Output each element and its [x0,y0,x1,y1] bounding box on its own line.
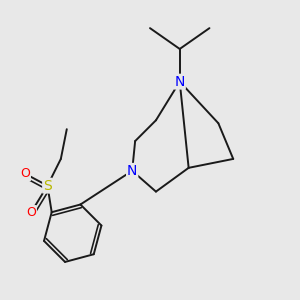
Text: O: O [20,167,30,180]
Text: N: N [127,164,137,178]
Text: O: O [26,206,36,219]
Text: S: S [43,179,52,193]
Text: N: N [175,75,185,88]
